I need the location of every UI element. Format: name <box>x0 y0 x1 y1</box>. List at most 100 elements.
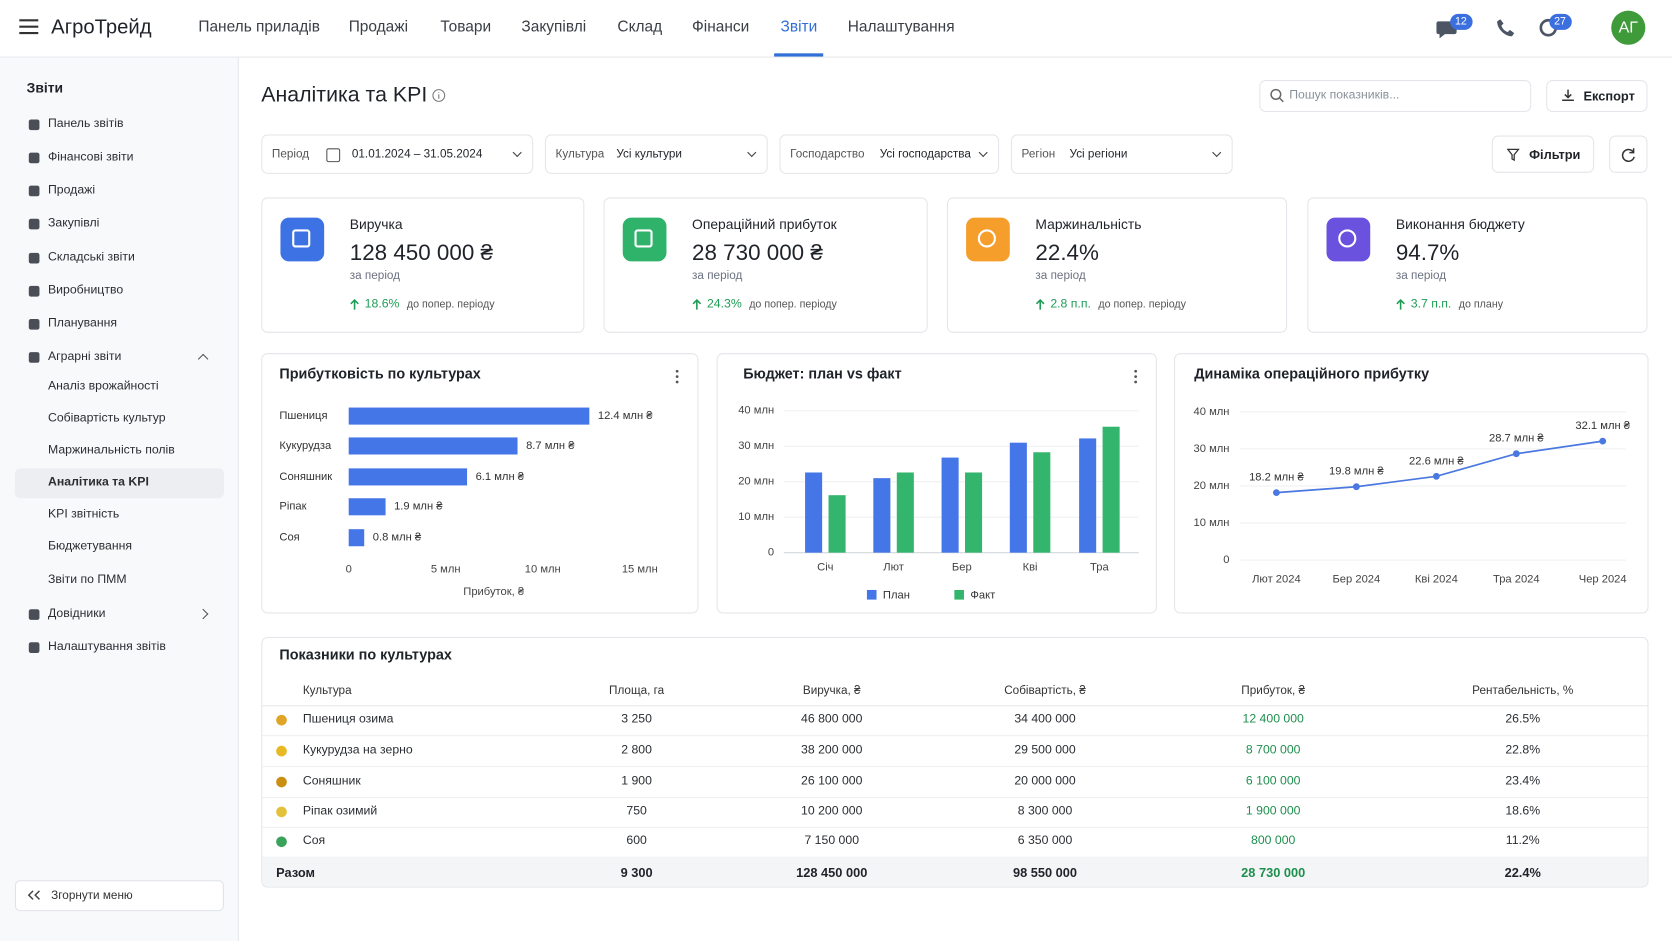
sidebar-item[interactable]: Довідники <box>47 607 106 621</box>
nav-item[interactable]: Товари <box>440 18 492 37</box>
calendar-icon <box>326 148 341 163</box>
table-cell: Соняшник <box>302 774 361 788</box>
sidebar-subitem[interactable]: Аналітика та KPI <box>47 476 149 489</box>
table-cell: 750 <box>626 804 647 818</box>
table-cell: 3 250 <box>621 712 652 726</box>
filter-icon <box>1506 148 1520 162</box>
table-cell: Соя <box>302 834 326 848</box>
row-divider <box>262 856 1648 858</box>
table-cell: 46 800 000 <box>801 712 863 726</box>
sidebar-item[interactable]: Планування <box>47 317 118 330</box>
sidebar-item[interactable]: Панель звітів <box>47 117 124 131</box>
table-header-line <box>262 705 1648 707</box>
table-cell: 34 400 000 <box>1014 712 1076 726</box>
kpi-change: 18.6% <box>364 297 400 311</box>
search-box[interactable] <box>1259 80 1532 113</box>
kpi-icon <box>280 217 325 262</box>
sidebar-subitem[interactable]: Аналіз врожайності <box>47 380 159 393</box>
search-placeholder: Пошук показників... <box>1289 88 1400 102</box>
kpi-title: Маржинальність <box>1035 216 1142 233</box>
column-header: Культура <box>302 684 352 698</box>
table-cell: 2 800 <box>621 743 652 757</box>
sidebar-item[interactable]: Закупівлі <box>47 216 100 230</box>
kpi-note: до попер. періоду <box>749 298 837 311</box>
info-icon[interactable] <box>432 89 446 103</box>
row-divider <box>262 735 1648 737</box>
table-cell: 29 500 000 <box>1014 743 1076 757</box>
table-cell: Пшениця озима <box>302 712 394 726</box>
table-cell: 600 <box>626 834 647 848</box>
filters-button[interactable] <box>1491 135 1595 173</box>
column-header: Площа, га <box>609 684 665 698</box>
nav-item[interactable]: Звіти <box>780 18 818 37</box>
table-cell: 8 300 000 <box>1017 804 1073 818</box>
table-cell: 22.8% <box>1505 743 1541 757</box>
sidebar-title: Звіти <box>26 79 64 96</box>
kpi-note: до попер. періоду <box>1098 298 1186 311</box>
arrow-up <box>1035 299 1045 310</box>
collapse-button[interactable] <box>14 880 224 912</box>
sidebar-item[interactable]: Налаштування звітів <box>47 640 166 654</box>
table-cell: 26.5% <box>1505 712 1541 726</box>
kpi-value: 94.7% <box>1395 240 1460 266</box>
sidebar-subitem[interactable]: Маржинальність полів <box>47 444 175 457</box>
download-icon <box>1562 89 1574 102</box>
table-cell: 800 000 <box>1251 834 1296 848</box>
sidebar-item[interactable]: Фінансові звіти <box>47 150 134 164</box>
row-divider <box>262 826 1648 828</box>
kpi-icon-glyph <box>977 229 996 248</box>
kpi-period: за період <box>1035 269 1086 283</box>
filter-value: Усі регіони <box>1069 147 1128 161</box>
sidebar-item[interactable]: Аграрні звіти <box>47 350 122 364</box>
sidebar-subitem[interactable]: Собівартість культур <box>47 412 166 425</box>
kpi-period: за період <box>692 269 743 283</box>
badge-bg <box>1450 13 1473 30</box>
filters-label: Фільтри <box>1529 147 1581 163</box>
table-cell: 7 150 000 <box>804 834 860 848</box>
kpi-icon <box>622 217 667 262</box>
avatar[interactable] <box>1611 10 1646 45</box>
nav-item[interactable]: Склад <box>617 18 663 37</box>
sidebar-item[interactable]: Продажі <box>47 183 96 197</box>
table-cell: 6 100 000 <box>1245 774 1301 788</box>
sidebar-subitem[interactable]: Бюджетування <box>47 540 133 553</box>
sidebar-subitem[interactable]: Звіти по ПММ <box>47 573 127 586</box>
sidebar-item[interactable]: Виробництво <box>47 284 124 297</box>
filter-select[interactable] <box>779 134 1000 174</box>
filter-select[interactable] <box>1010 134 1233 174</box>
collapse-label: Згорнути меню <box>51 889 133 903</box>
nav-item[interactable]: Фінанси <box>692 18 750 37</box>
table-cell: 18.6% <box>1505 804 1541 818</box>
filter-select[interactable] <box>261 134 534 174</box>
filter-value: Усі господарства <box>879 147 971 161</box>
sidebar-subitem[interactable]: KPI звітність <box>47 508 120 521</box>
refresh-button[interactable] <box>1609 135 1648 173</box>
nav-item[interactable]: Панель приладів <box>198 18 320 37</box>
search-icon <box>1270 88 1284 103</box>
column-header: Виручка, ₴ <box>802 684 861 698</box>
nav-item[interactable]: Налаштування <box>847 18 955 37</box>
column-header: Рентабельність, % <box>1472 684 1574 698</box>
logo[interactable]: АгроТрейд <box>51 16 152 39</box>
total-cell: 9 300 <box>620 865 653 881</box>
export-button[interactable] <box>1546 80 1648 113</box>
total-row <box>262 857 1648 887</box>
sidebar-icon <box>28 319 40 330</box>
nav-item[interactable]: Продажі <box>348 18 409 37</box>
column-header: Прибуток, ₴ <box>1241 684 1306 698</box>
menu-icon[interactable] <box>19 18 39 35</box>
filter-value: 01.01.2024 – 31.05.2024 <box>351 147 483 161</box>
nav-item[interactable]: Закупівлі <box>521 18 587 37</box>
phone-icon[interactable] <box>1496 18 1515 37</box>
nav-underline <box>774 53 824 57</box>
sidebar-item[interactable]: Складські звіти <box>47 250 135 264</box>
table-cell: 6 350 000 <box>1017 834 1073 848</box>
filter-value: Усі культури <box>616 147 682 161</box>
kpi-note: до плану <box>1458 298 1504 311</box>
kpi-title: Виручка <box>349 216 403 233</box>
chart-card <box>716 353 1157 614</box>
crop-icon <box>276 836 287 848</box>
filter-select[interactable] <box>544 134 768 174</box>
kpi-change-row: 2.8 п.п. до попер. періоду <box>1035 298 1186 311</box>
